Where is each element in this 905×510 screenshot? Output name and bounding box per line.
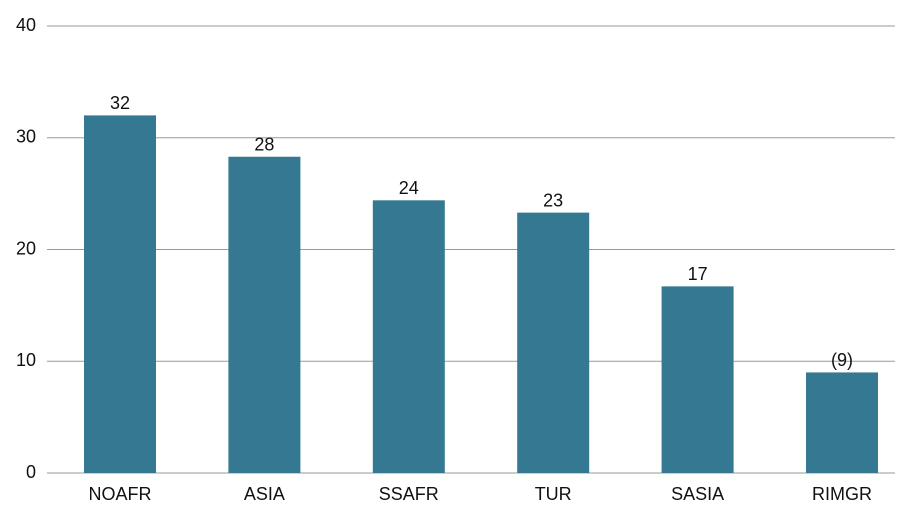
data-label: 28 — [254, 134, 274, 154]
x-tick-label: ASIA — [244, 484, 285, 504]
x-tick-label: NOAFR — [89, 484, 152, 504]
y-tick-label: 20 — [16, 238, 36, 258]
x-tick-label: RIMGR — [812, 484, 872, 504]
y-tick-label: 30 — [16, 127, 36, 147]
x-tick-label: SSAFR — [379, 484, 439, 504]
data-label: 17 — [688, 264, 708, 284]
x-tick-label: TUR — [535, 484, 572, 504]
data-label: 32 — [110, 93, 130, 113]
y-tick-label: 10 — [16, 350, 36, 370]
data-label: (9) — [831, 350, 853, 370]
bar — [661, 286, 734, 473]
bar — [228, 156, 301, 473]
y-tick-label: 40 — [16, 15, 36, 35]
bar — [372, 200, 445, 473]
bar — [517, 212, 590, 473]
data-label: 23 — [543, 190, 563, 210]
x-tick-label: SASIA — [671, 484, 724, 504]
y-tick-label: 0 — [26, 462, 36, 482]
bar — [806, 372, 878, 473]
bar — [84, 115, 156, 474]
data-label: 24 — [399, 178, 419, 198]
